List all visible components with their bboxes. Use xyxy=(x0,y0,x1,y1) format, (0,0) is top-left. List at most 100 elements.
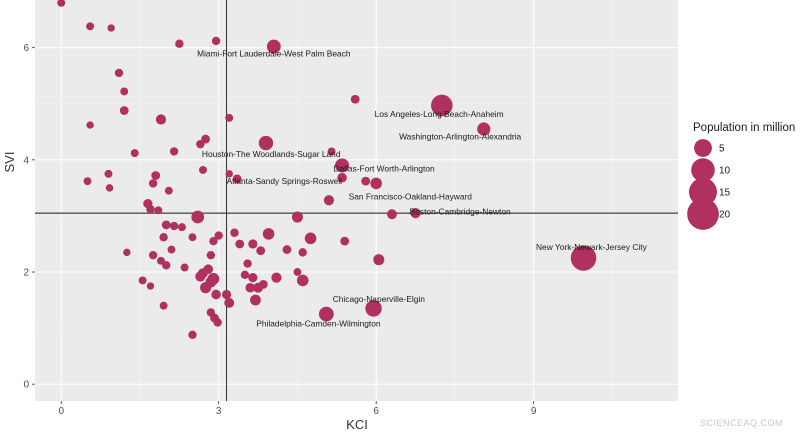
data-point xyxy=(123,248,131,257)
data-point xyxy=(148,179,158,188)
data-point xyxy=(293,268,302,276)
data-point xyxy=(119,106,129,115)
data-point xyxy=(337,173,347,183)
plot-panel xyxy=(35,0,678,401)
data-point xyxy=(180,263,189,272)
data-point xyxy=(340,236,350,246)
x-tick-label: 9 xyxy=(531,406,537,417)
data-point xyxy=(151,171,161,180)
y-tick-label: 6 xyxy=(23,43,29,54)
grid-major xyxy=(35,0,678,401)
data-point xyxy=(83,177,92,186)
data-point xyxy=(169,221,179,231)
data-point xyxy=(245,282,255,293)
city-label: Houston-The Woodlands-Sugar Land xyxy=(202,149,341,159)
data-point xyxy=(188,330,197,340)
data-point xyxy=(114,68,124,78)
data-point xyxy=(296,274,309,287)
x-axis-ticks: 0 3 6 9 xyxy=(58,401,537,417)
data-point xyxy=(304,232,317,245)
data-point xyxy=(203,264,213,274)
data-point xyxy=(282,245,292,254)
legend-key xyxy=(687,198,719,230)
data-point xyxy=(361,176,371,186)
data-points xyxy=(57,0,597,340)
data-point xyxy=(477,122,491,136)
legend-label: 5 xyxy=(719,144,725,155)
data-point xyxy=(104,169,113,178)
data-point xyxy=(105,184,114,192)
data-point xyxy=(120,87,129,96)
data-point xyxy=(196,139,205,149)
city-label: New York-Newark-Jersey City xyxy=(536,242,648,252)
data-point xyxy=(386,209,397,220)
data-point xyxy=(318,306,334,322)
legend-label: 20 xyxy=(719,210,731,221)
data-point xyxy=(373,254,385,266)
data-point xyxy=(130,149,139,158)
city-label: Atlanta-Sandy Springs-Roswell xyxy=(227,176,343,186)
data-point xyxy=(335,158,350,173)
data-point xyxy=(191,210,205,224)
data-point xyxy=(157,256,165,265)
data-point xyxy=(199,165,207,174)
data-point xyxy=(164,186,173,195)
data-point xyxy=(175,39,184,48)
data-point xyxy=(188,233,197,242)
data-point xyxy=(258,279,268,289)
data-point xyxy=(243,259,252,268)
data-point xyxy=(271,272,282,283)
data-point xyxy=(370,177,382,190)
city-annotations: Miami-Fort Lauderdale-West Palm Beach Los… xyxy=(197,48,647,328)
data-point xyxy=(232,174,242,184)
y-axis-title: SVI xyxy=(2,152,17,173)
data-point xyxy=(431,94,453,117)
legend-label: 15 xyxy=(719,188,731,199)
data-point xyxy=(155,114,167,125)
data-point xyxy=(250,294,261,306)
reference-lines xyxy=(35,0,678,401)
data-point xyxy=(256,246,266,256)
data-point xyxy=(159,301,168,310)
data-point xyxy=(169,147,179,156)
y-tick-label: 2 xyxy=(23,268,29,279)
data-point xyxy=(258,135,274,151)
legend: Population in million 5 10 15 20 xyxy=(687,122,795,230)
city-label: Miami-Fort Lauderdale-West Palm Beach xyxy=(197,48,351,58)
data-point xyxy=(211,289,221,300)
legend-key xyxy=(688,177,718,207)
data-point xyxy=(154,206,163,215)
data-point xyxy=(146,282,155,290)
data-point xyxy=(107,24,115,32)
data-point xyxy=(159,233,168,242)
data-point xyxy=(86,22,95,31)
data-point xyxy=(248,273,258,283)
grid-minor xyxy=(35,0,678,401)
y-tick-label: 4 xyxy=(23,155,29,166)
data-point xyxy=(214,231,223,240)
data-point xyxy=(235,239,245,249)
city-label: San Francisco-Oakland-Hayward xyxy=(349,191,473,201)
city-label: Boston-Cambridge-Newton xyxy=(410,206,511,216)
data-point xyxy=(206,308,216,317)
data-point xyxy=(161,220,171,230)
legend-key xyxy=(694,139,712,157)
data-point xyxy=(365,300,382,317)
data-point xyxy=(146,205,155,214)
data-point xyxy=(225,170,233,178)
data-point xyxy=(266,39,281,54)
city-label: Chicago-Naperville-Elgin xyxy=(333,294,426,304)
data-point xyxy=(248,239,258,249)
x-tick-label: 3 xyxy=(216,406,222,417)
legend-title: Population in million xyxy=(693,122,795,134)
city-label: Dallas-Fort Worth-Arlington xyxy=(333,163,435,173)
city-label: Los Angeles-Long Beach-Anaheim xyxy=(375,109,504,119)
data-point xyxy=(410,208,421,219)
data-point xyxy=(148,250,158,260)
data-point xyxy=(327,147,336,156)
data-point xyxy=(240,270,250,280)
data-point xyxy=(138,276,147,285)
data-point xyxy=(57,0,66,7)
data-point xyxy=(570,245,597,271)
